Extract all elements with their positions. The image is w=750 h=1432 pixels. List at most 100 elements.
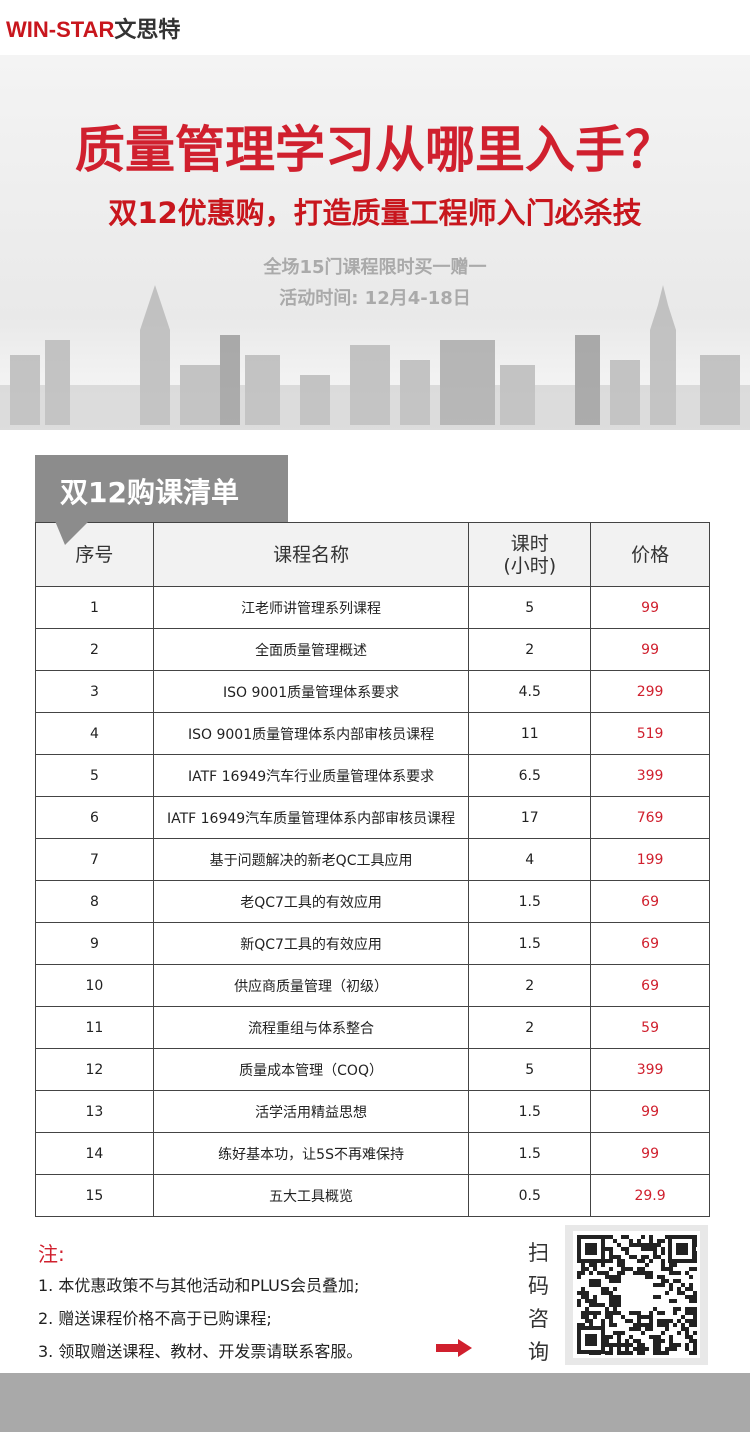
table-cell: 99	[590, 1090, 710, 1133]
qr-module	[677, 1279, 681, 1283]
qr-module	[637, 1243, 641, 1247]
qr-module	[613, 1255, 617, 1259]
qr-module	[689, 1351, 693, 1355]
qr-module	[625, 1251, 629, 1255]
column-header: 课程名称	[152, 522, 470, 587]
qr-module	[661, 1319, 665, 1323]
qr-module	[641, 1343, 645, 1347]
qr-module	[605, 1315, 609, 1319]
qr-module	[625, 1319, 629, 1323]
table-cell: 299	[590, 670, 710, 713]
qr-module	[685, 1287, 689, 1291]
arrow	[436, 1339, 472, 1357]
qr-module	[577, 1303, 581, 1307]
qr-module	[637, 1271, 641, 1275]
qr-module	[645, 1327, 649, 1331]
table-cell: 9	[35, 922, 154, 965]
qr-module	[657, 1275, 661, 1279]
qr-module	[641, 1315, 645, 1319]
qr-module	[641, 1255, 645, 1259]
table-cell: 2	[468, 1006, 592, 1049]
qr-module	[661, 1351, 665, 1355]
qr-module	[585, 1319, 589, 1323]
qr-module	[589, 1311, 593, 1315]
table-cell: IATF 16949汽车质量管理体系内部审核员课程	[152, 796, 470, 839]
qr-module	[689, 1275, 693, 1279]
qr-module	[625, 1347, 629, 1351]
qr-module	[581, 1323, 585, 1327]
qr-module	[593, 1263, 597, 1267]
table-cell: 399	[590, 754, 710, 797]
qr-module	[661, 1311, 665, 1315]
qr-module	[625, 1343, 629, 1347]
qr-module	[641, 1243, 645, 1247]
qr-module	[653, 1247, 657, 1251]
qr-module	[693, 1315, 697, 1319]
qr-module	[589, 1303, 593, 1307]
qr-module	[693, 1267, 697, 1271]
qr-module	[609, 1347, 613, 1351]
qr-module	[621, 1343, 625, 1347]
qr-module	[673, 1311, 677, 1315]
qr-module	[657, 1347, 661, 1351]
qr-module	[641, 1271, 645, 1275]
note-item: 3. 领取赠送课程、教材、开发票请联系客服。	[38, 1342, 363, 1361]
qr-module	[689, 1311, 693, 1315]
table-cell: 8	[35, 880, 154, 923]
table-cell: 11	[468, 712, 592, 755]
table-row: 15 五大工具概览 0.5 29.9	[35, 1174, 710, 1217]
note-item: 2. 赠送课程价格不高于已购课程;	[38, 1309, 272, 1328]
qr-module	[605, 1287, 609, 1291]
qr-module	[625, 1267, 629, 1271]
qr-module	[617, 1295, 621, 1299]
table-row: 2 全面质量管理概述 2 99	[35, 628, 710, 671]
table-cell: 15	[35, 1174, 154, 1217]
qr-module	[653, 1343, 657, 1347]
qr-module	[613, 1239, 617, 1243]
qr-module	[665, 1291, 669, 1295]
qr-module	[637, 1319, 641, 1323]
qr-module	[609, 1315, 613, 1319]
qr-module	[633, 1339, 637, 1343]
qr-module	[669, 1339, 673, 1343]
qr-module	[617, 1275, 621, 1279]
qr-module	[601, 1303, 605, 1307]
qr-module	[621, 1279, 653, 1311]
qr-module	[601, 1263, 605, 1267]
qr-module	[657, 1351, 661, 1355]
qr-module	[617, 1331, 621, 1335]
qr-module	[613, 1279, 617, 1283]
qr-module	[661, 1283, 665, 1287]
table-cell: 4.5	[468, 670, 592, 713]
qr-module	[581, 1263, 585, 1267]
qr-module	[621, 1267, 625, 1271]
qr-module	[633, 1255, 637, 1259]
table-cell: 0.5	[468, 1174, 592, 1217]
qr-module	[693, 1331, 697, 1335]
qr-module	[581, 1311, 585, 1315]
qr-module	[637, 1351, 641, 1355]
qr-module	[661, 1267, 665, 1271]
qr-module	[685, 1295, 689, 1299]
qr-module	[585, 1315, 589, 1319]
table-row: 12 质量成本管理（COQ） 5 399	[35, 1048, 710, 1091]
qr-module	[689, 1287, 693, 1291]
qr-module	[613, 1307, 617, 1311]
table-cell: 29.9	[590, 1174, 710, 1217]
qr-module	[609, 1303, 613, 1307]
table-cell: 69	[590, 922, 710, 965]
table-row: 4 ISO 9001质量管理体系内部审核员课程 11 519	[35, 712, 710, 755]
qr-module	[657, 1255, 661, 1259]
qr-module	[585, 1291, 589, 1295]
qr-module	[605, 1343, 609, 1347]
qr-module	[657, 1283, 661, 1287]
qr-module	[681, 1323, 685, 1327]
qr-module	[689, 1283, 693, 1287]
qr-module	[593, 1283, 597, 1287]
table-row: 7 基于问题解决的新老QC工具应用 4 199	[35, 838, 710, 881]
qr-module	[613, 1311, 617, 1315]
table-cell: 基于问题解决的新老QC工具应用	[152, 838, 470, 881]
qr-module	[669, 1335, 673, 1339]
qr-module	[677, 1343, 681, 1347]
qr-module	[609, 1291, 613, 1295]
